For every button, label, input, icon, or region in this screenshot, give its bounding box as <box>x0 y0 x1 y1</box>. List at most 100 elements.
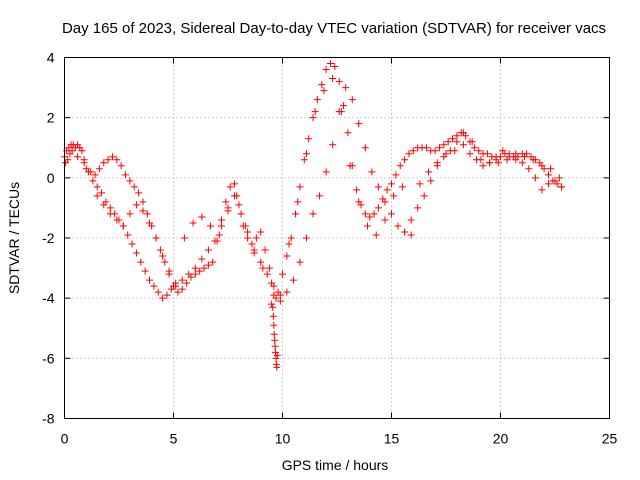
data-point <box>492 156 500 164</box>
data-point <box>401 156 409 164</box>
y-axis-label: SDTVAR / TECUs <box>6 182 22 294</box>
data-point <box>459 141 467 149</box>
data-point <box>273 351 281 359</box>
data-point <box>512 156 520 164</box>
grid <box>64 57 610 419</box>
data-point <box>270 282 278 290</box>
data-point <box>95 165 103 173</box>
data-point <box>130 183 138 191</box>
data-point <box>544 180 552 188</box>
data-point <box>544 171 552 179</box>
data-point <box>459 129 467 137</box>
data-point <box>348 96 356 104</box>
data-point <box>196 267 204 275</box>
data-point <box>163 291 171 299</box>
axis-ticks <box>64 57 610 419</box>
data-point <box>289 276 297 284</box>
data-point <box>224 204 232 212</box>
data-point <box>518 159 526 167</box>
data-point <box>271 336 279 344</box>
data-point <box>191 270 199 278</box>
data-point <box>525 165 533 173</box>
data-point <box>470 144 478 152</box>
x-tick-label: 25 <box>602 431 618 447</box>
data-point <box>276 291 284 299</box>
data-point <box>257 258 265 266</box>
data-point <box>285 240 293 248</box>
data-point <box>296 258 304 266</box>
data-point <box>128 240 136 248</box>
data-point <box>241 222 249 230</box>
data-point <box>449 135 457 143</box>
data-point <box>252 234 260 242</box>
data-point <box>388 180 395 188</box>
data-point <box>355 120 363 128</box>
data-point <box>316 192 324 200</box>
data-point <box>287 234 295 242</box>
data-point <box>270 330 278 338</box>
data-point <box>204 246 212 254</box>
x-tick-label: 10 <box>275 431 291 447</box>
data-point <box>209 258 217 266</box>
data-point <box>185 270 193 278</box>
data-point <box>292 210 300 218</box>
data-point <box>335 108 343 116</box>
data-point <box>165 267 173 275</box>
data-point <box>361 144 369 152</box>
data-point <box>409 147 417 155</box>
data-point <box>283 288 291 296</box>
data-point <box>268 300 276 308</box>
data-point <box>68 147 76 155</box>
y-tick-label: 2 <box>47 110 55 126</box>
data-point <box>453 132 461 140</box>
data-point <box>486 159 494 167</box>
data-point <box>435 144 443 152</box>
data-point <box>226 183 234 191</box>
data-point <box>139 207 147 215</box>
data-point <box>505 153 513 161</box>
data-point <box>64 156 72 164</box>
data-point <box>466 150 474 158</box>
data-point <box>126 210 134 218</box>
data-point <box>174 288 182 296</box>
data-point <box>122 171 130 179</box>
data-point <box>272 294 280 302</box>
x-tick-labels: 0 5 10 15 20 25 <box>61 431 618 447</box>
data-point <box>276 297 284 305</box>
data-point <box>329 75 337 83</box>
data-point <box>383 186 391 194</box>
data-point <box>322 168 330 176</box>
data-point <box>198 255 206 263</box>
data-point <box>368 168 376 176</box>
data-point <box>302 234 310 242</box>
data-point <box>381 198 389 206</box>
data-point <box>370 210 378 218</box>
data-point <box>405 150 413 158</box>
data-point <box>320 87 328 95</box>
data-point <box>257 228 265 236</box>
data-point <box>311 108 319 116</box>
data-point <box>215 231 223 239</box>
data-point <box>529 156 537 164</box>
data-point <box>137 258 145 266</box>
data-points <box>61 60 566 371</box>
y-tick-label: -6 <box>42 350 55 366</box>
y-tick-labels: -8 -6 -4 -2 0 2 4 <box>42 50 55 427</box>
data-point <box>222 198 230 206</box>
data-point <box>388 210 395 218</box>
data-point <box>106 204 114 212</box>
data-point <box>394 222 402 230</box>
data-point <box>374 183 382 191</box>
data-point <box>296 183 304 191</box>
data-point <box>141 267 149 275</box>
data-point <box>313 96 321 104</box>
data-point <box>520 153 528 161</box>
data-point <box>235 201 243 209</box>
data-point <box>89 177 97 185</box>
data-point <box>189 219 197 227</box>
data-point <box>159 294 167 302</box>
data-point <box>512 150 520 158</box>
data-point <box>326 60 334 68</box>
y-tick-label: 0 <box>47 170 55 186</box>
